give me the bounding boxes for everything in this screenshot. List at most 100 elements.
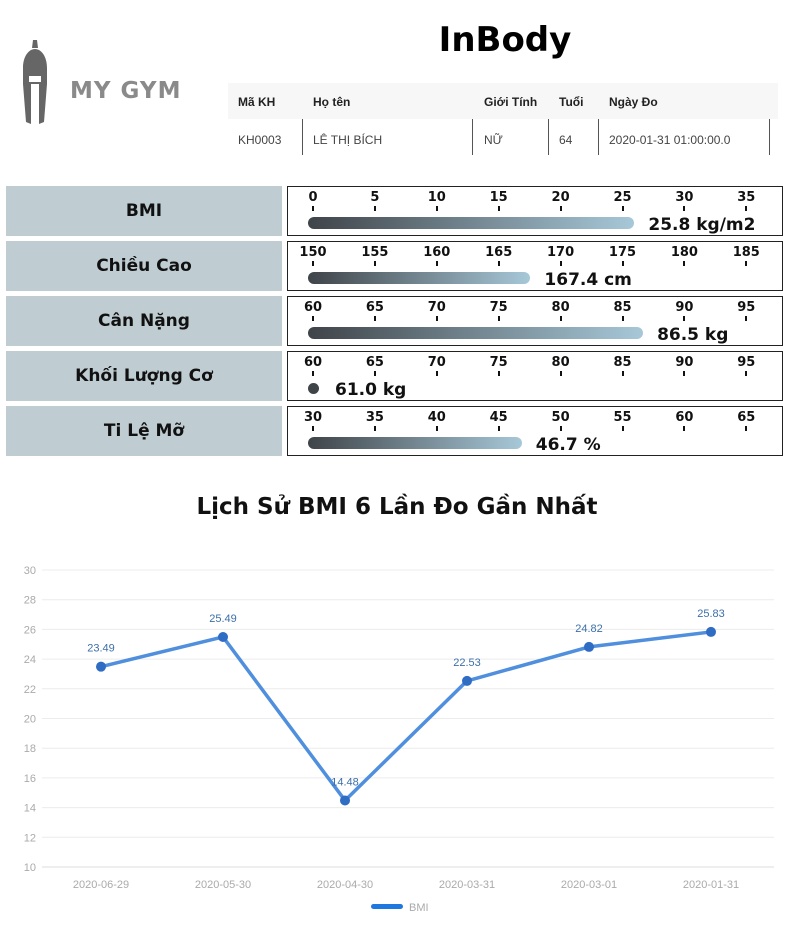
metric-row: BMI 0 5 10 15 20 25 30 35 25.8 kg/m2 (6, 186, 783, 236)
data-label: 24.82 (575, 623, 603, 635)
scale-tick-label: 45 (479, 410, 519, 431)
scale-tick-label: 15 (479, 190, 519, 211)
scale-tick-label: 175 (603, 245, 643, 266)
data-point (706, 626, 716, 637)
metric-level-bar (308, 217, 635, 229)
metric-label: Chiều Cao (6, 241, 282, 291)
scale-tick-label: 70 (417, 300, 457, 321)
y-tick-label: 30 (24, 565, 36, 577)
data-label: 23.49 (87, 643, 115, 655)
scale-tick-label: 5 (355, 190, 395, 211)
data-label: 14.48 (331, 776, 359, 788)
data-label: 25.83 (697, 608, 725, 620)
x-tick-label: 2020-01-31 (683, 879, 739, 891)
scale-tick-label: 90 (664, 355, 704, 376)
data-point (96, 661, 106, 672)
header-full-name: Họ tên (313, 95, 351, 109)
page-title: InBody (438, 20, 572, 60)
cell-measure-date: 2020-01-31 01:00:00.0 (609, 133, 731, 147)
cell-gender: NỮ (484, 133, 503, 147)
scale-tick-label: 85 (603, 355, 643, 376)
y-tick-label: 20 (24, 714, 36, 726)
table-header-row: Mã KH Họ tên Giới Tính Tuổi Ngày Đo (228, 83, 778, 119)
legend-swatch-bmi (371, 904, 403, 909)
scale-tick-label: 60 (293, 355, 333, 376)
metric-level-bar (308, 327, 644, 339)
scale-tick-label: 60 (664, 410, 704, 431)
x-tick-label: 2020-03-01 (561, 879, 617, 891)
x-tick-label: 2020-05-30 (195, 879, 251, 891)
cell-age: 64 (559, 133, 573, 147)
metric-level-dot (308, 383, 319, 394)
y-tick-label: 10 (24, 862, 36, 874)
scale-tick-label: 170 (541, 245, 581, 266)
scale-tick-label: 150 (293, 245, 333, 266)
scale-tick-label: 75 (479, 355, 519, 376)
data-label: 22.53 (453, 657, 481, 669)
customer-info-table: Mã KH Họ tên Giới Tính Tuổi Ngày Đo KH00… (228, 83, 778, 155)
metric-scale: 60 65 70 75 80 85 90 95 86.5 kg (287, 296, 783, 346)
data-point (584, 641, 594, 652)
scale-tick-label: 90 (664, 300, 704, 321)
metric-value: 46.7 % (535, 435, 601, 455)
scale-tick-label: 80 (541, 300, 581, 321)
spartan-helmet-icon (23, 40, 47, 124)
scale-tick-label: 65 (726, 410, 766, 431)
metric-value: 167.4 cm (544, 270, 632, 290)
gym-logo (23, 40, 47, 124)
y-tick-label: 18 (24, 743, 36, 755)
scale-tick-label: 70 (417, 355, 457, 376)
header-measure-date: Ngày Đo (609, 95, 658, 109)
x-tick-label: 2020-04-30 (317, 879, 373, 891)
scale-tick-label: 185 (726, 245, 766, 266)
header-age: Tuổi (559, 95, 584, 109)
scale-tick-label: 60 (293, 300, 333, 321)
bmi-history-chart: 10 12 14 16 18 20 22 24 26 28 30 2020-06-29 2020-05-… (24, 565, 774, 914)
chart-title: Lịch Sử BMI 6 Lần Đo Gần Nhất (196, 494, 598, 520)
scale-tick-label: 40 (417, 410, 457, 431)
metric-label: Ti Lệ Mỡ (6, 406, 282, 456)
x-tick-label: 2020-06-29 (73, 879, 129, 891)
scale-tick-label: 0 (293, 190, 333, 211)
cell-customer-id: KH0003 (238, 133, 282, 147)
metric-row: Chiều Cao 150 155 160 165 170 175 180 185 167.4 c… (6, 241, 783, 291)
scale-tick-label: 155 (355, 245, 395, 266)
metric-value: 86.5 kg (657, 325, 729, 345)
data-point (340, 795, 350, 806)
y-tick-label: 24 (24, 654, 36, 666)
data-point (462, 675, 472, 686)
metric-scale: 150 155 160 165 170 175 180 185 167.4 cm (287, 241, 783, 291)
cell-full-name: LÊ THỊ BÍCH (313, 133, 383, 147)
metric-label: BMI (6, 186, 282, 236)
scale-tick-label: 30 (664, 190, 704, 211)
scale-tick-label: 80 (541, 355, 581, 376)
x-tick-label: 2020-03-31 (439, 879, 495, 891)
y-tick-label: 26 (24, 624, 36, 636)
metric-label: Cân Nặng (6, 296, 282, 346)
y-tick-label: 28 (24, 595, 36, 607)
metric-row: Ti Lệ Mỡ 30 35 40 45 50 55 60 65 46.7 % (6, 406, 783, 456)
series-line-bmi (100, 630, 712, 803)
scale-tick-label: 75 (479, 300, 519, 321)
y-tick-label: 16 (24, 773, 36, 785)
metric-scale: 0 5 10 15 20 25 30 35 25.8 kg/m2 (287, 186, 783, 236)
scale-tick-label: 20 (541, 190, 581, 211)
scale-tick-label: 95 (726, 300, 766, 321)
y-tick-label: 14 (24, 803, 36, 815)
metric-scale: 30 35 40 45 50 55 60 65 46.7 % (287, 406, 783, 456)
data-point (218, 631, 228, 642)
data-label: 25.49 (209, 613, 237, 625)
metric-level-bar (308, 272, 531, 284)
scale-tick-label: 160 (417, 245, 457, 266)
table-row: KH0003 LÊ THỊ BÍCH NỮ 64 2020-01-31 01:0… (228, 119, 778, 155)
y-tick-label: 22 (24, 684, 36, 696)
scale-tick-label: 50 (541, 410, 581, 431)
scale-tick-label: 65 (355, 300, 395, 321)
metric-scale: 60 65 70 75 80 85 90 95 61.0 kg (287, 351, 783, 401)
header-customer-id: Mã KH (238, 95, 276, 109)
scale-tick-label: 35 (726, 190, 766, 211)
scale-tick-label: 180 (664, 245, 704, 266)
scale-tick-label: 85 (603, 300, 643, 321)
metric-row: Khối Lượng Cơ 60 65 70 75 80 85 90 95 61.0 kg (6, 351, 783, 401)
metric-value: 25.8 kg/m2 (648, 215, 756, 235)
